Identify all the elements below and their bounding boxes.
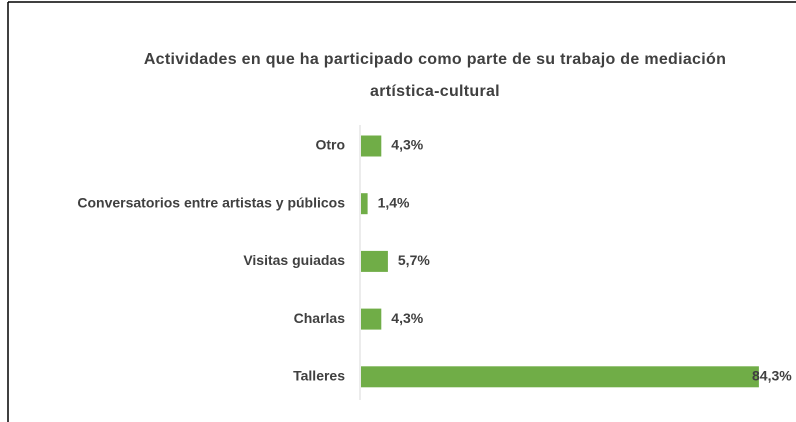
- bar: [361, 193, 368, 215]
- value-label: 84,3%: [752, 368, 792, 384]
- category-label: Charlas: [294, 310, 346, 326]
- category-label: Otro: [315, 137, 345, 153]
- value-label: 1,4%: [378, 194, 410, 210]
- value-label: 4,3%: [391, 310, 423, 326]
- chart-title: Actividades en que ha participado como p…: [143, 51, 727, 100]
- category-label: Talleres: [293, 368, 345, 384]
- bar: [361, 366, 759, 388]
- bar: [361, 135, 382, 157]
- bar: [361, 308, 382, 330]
- bar: [361, 250, 388, 272]
- category-label: Conversatorios entre artistas y públicos: [77, 194, 345, 210]
- value-label: 4,3%: [391, 137, 423, 153]
- category-label: Visitas guiadas: [243, 252, 345, 268]
- value-label: 5,7%: [398, 252, 430, 268]
